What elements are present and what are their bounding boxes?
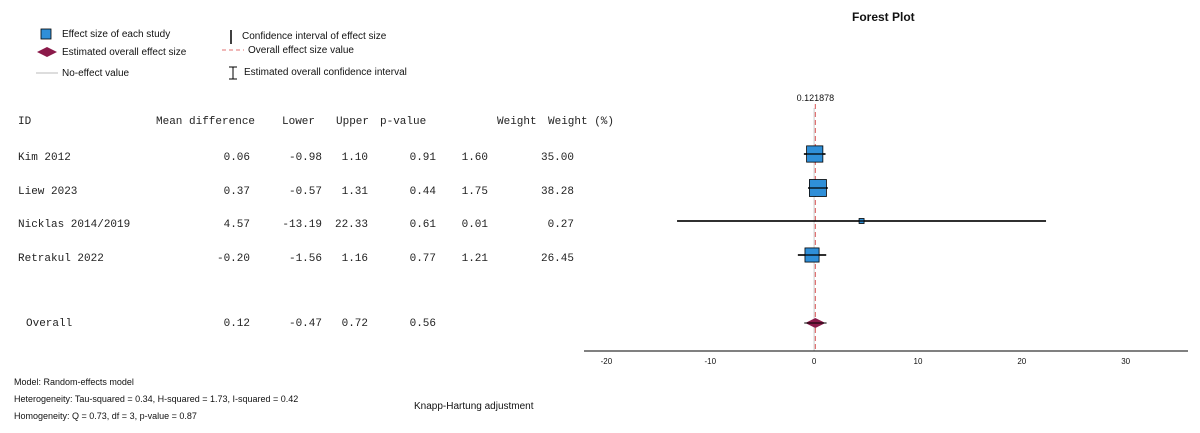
- legend-label: Estimated overall confidence interval: [244, 66, 407, 78]
- legend-item-effect-size: Effect size of each study: [36, 28, 170, 40]
- x-tick-label: -20: [601, 357, 613, 366]
- table-cell: 0.91: [409, 152, 436, 164]
- table-cell-overall: -0.47: [288, 318, 322, 330]
- table-cell: 1.75: [461, 186, 488, 198]
- dashed-line-icon: [222, 44, 244, 56]
- table-cell: 1.31: [341, 186, 368, 198]
- legend-item-overall-value: Overall effect size value: [222, 44, 354, 56]
- table-cell-overall: 0.56: [409, 318, 436, 330]
- table-cell: 0.61: [409, 219, 436, 231]
- table-cell: 1.60: [461, 152, 488, 164]
- vertical-line-icon: [224, 30, 238, 44]
- x-tick-label: 0: [812, 357, 817, 366]
- table-cell: 0.37: [223, 186, 250, 198]
- legend-label: Estimated overall effect size: [62, 46, 187, 58]
- table-cell-id: Retrakul 2022: [18, 253, 104, 265]
- table-cell: -0.57: [288, 186, 322, 198]
- i-beam-icon: [226, 66, 240, 80]
- table-cell: -13.19: [282, 219, 322, 231]
- chart-title: Forest Plot: [852, 10, 915, 24]
- table-cell-id: Nicklas 2014/2019: [18, 219, 131, 231]
- table-cell: 1.21: [461, 253, 488, 265]
- table-header-mean-difference: Mean difference: [156, 116, 256, 128]
- table-cell: -0.20: [216, 253, 250, 265]
- table-cell: 0.77: [409, 253, 436, 265]
- homogeneity-note: Homogeneity: Q = 0.73, df = 3, p-value =…: [14, 411, 197, 421]
- legend-label: No-effect value: [62, 67, 130, 79]
- table-cell: 1.16: [341, 253, 368, 265]
- legend-item-ci: Confidence interval of effect size: [224, 30, 387, 44]
- table-cell-id: Liew 2023: [18, 186, 78, 198]
- overall-value-label: 0.121878: [797, 93, 835, 103]
- x-tick-label: 20: [1017, 357, 1026, 366]
- table-header-weight-pct: Weight (%): [548, 116, 615, 128]
- table-cell: 26.45: [540, 253, 574, 265]
- adjustment-note: Knapp-Hartung adjustment: [414, 401, 534, 412]
- table-cell: -0.98: [288, 152, 322, 164]
- table-cell-overall: 0.12: [223, 318, 250, 330]
- table-cell: 0.01: [461, 219, 488, 231]
- table-cell: 38.28: [540, 186, 574, 198]
- square-marker-icon: [36, 28, 58, 40]
- table-cell: 0.27: [547, 219, 574, 231]
- table-cell-id: Kim 2012: [18, 152, 71, 164]
- table-header-p-value: p-value: [380, 116, 427, 128]
- gray-line-icon: [36, 67, 58, 79]
- table-cell: 0.06: [223, 152, 250, 164]
- legend-item-overall-ci: Estimated overall confidence interval: [226, 66, 407, 80]
- x-tick-label: 10: [914, 357, 923, 366]
- table-cell: -1.56: [288, 253, 322, 265]
- legend-label: Overall effect size value: [248, 44, 354, 56]
- legend-label: Confidence interval of effect size: [242, 30, 387, 42]
- table-header-upper: Upper: [336, 116, 370, 128]
- legend-label: Effect size of each study: [62, 28, 171, 40]
- table-header-weight: Weight: [497, 116, 537, 128]
- diamond-marker-icon: [36, 46, 58, 58]
- x-tick-label: 30: [1121, 357, 1130, 366]
- table-cell: 35.00: [540, 152, 574, 164]
- table-header-id: ID: [18, 116, 32, 128]
- table-cell: 4.57: [223, 219, 250, 231]
- table-cell: 22.33: [334, 219, 368, 231]
- table-header-lower: Lower: [282, 116, 316, 128]
- table-cell-overall: 0.72: [341, 318, 368, 330]
- heterogeneity-note: Heterogeneity: Tau-squared = 0.34, H-squ…: [14, 394, 299, 404]
- table-cell-overall-label: Overall: [26, 318, 73, 330]
- x-tick-label: -10: [704, 357, 716, 366]
- table-cell: 1.10: [341, 152, 368, 164]
- legend-item-no-effect: No-effect value: [36, 67, 129, 79]
- model-note: Model: Random-effects model: [14, 377, 134, 387]
- legend-item-overall-effect: Estimated overall effect size: [36, 46, 186, 58]
- table-cell: 0.44: [409, 186, 436, 198]
